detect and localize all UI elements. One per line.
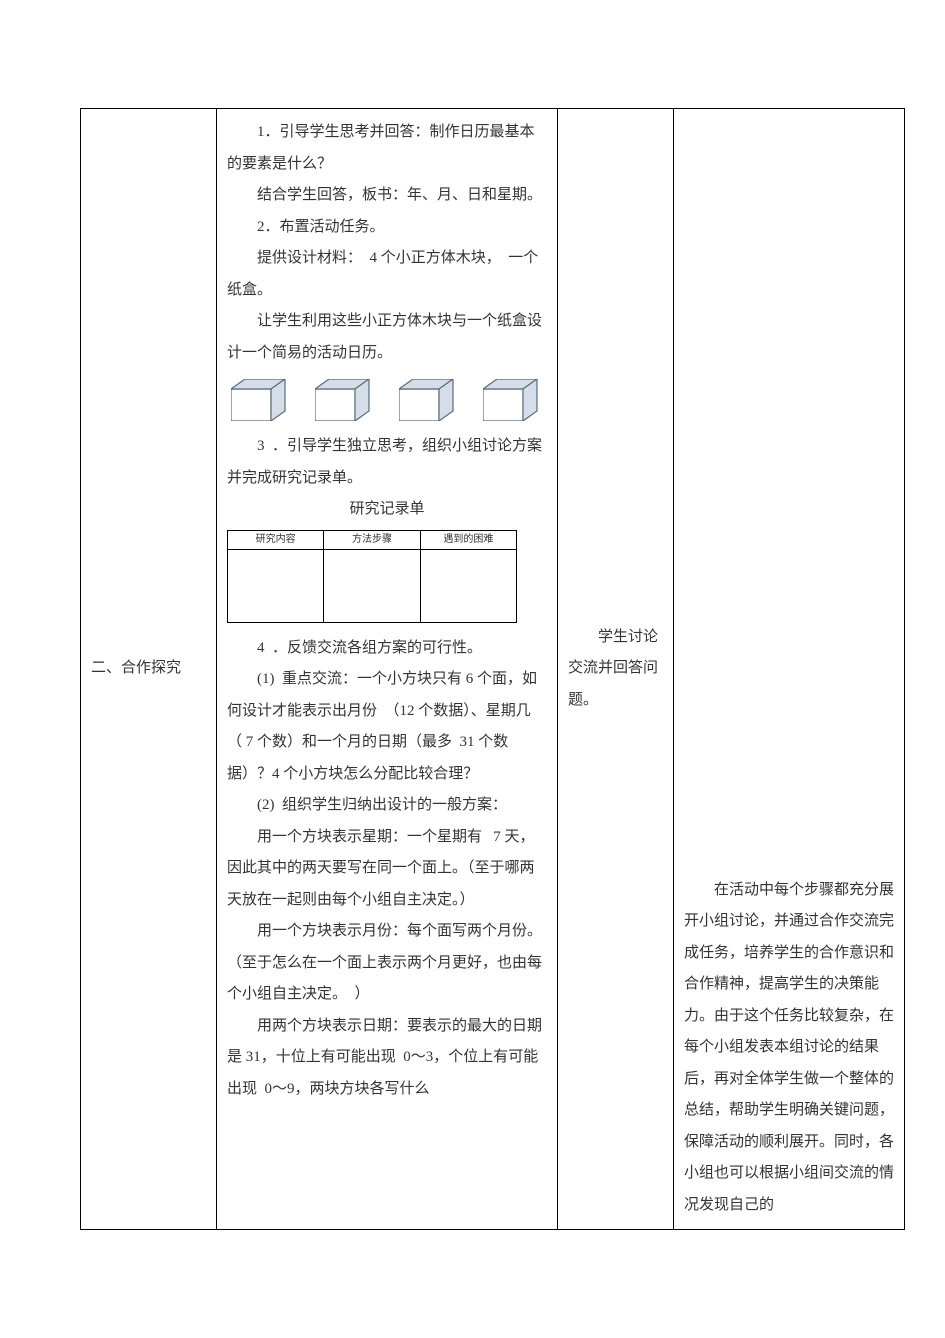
record-header: 研究内容: [228, 530, 324, 549]
intent-text: 在活动中每个步骤都充分展开小组讨论，并通过合作交流完成任务，培养学生的合作意识和…: [684, 875, 894, 1222]
teacher-p4: 提供设计材料： 4 个小正方体木块， 一个纸盒。: [227, 243, 547, 306]
teacher-p3: 2．布置活动任务。: [227, 212, 547, 244]
design-intent-cell: 在活动中每个步骤都充分展开小组讨论，并通过合作交流完成任务，培养学生的合作意识和…: [674, 109, 905, 1230]
record-header: 遇到的困难: [420, 530, 516, 549]
student-activity-cell: 学生讨论交流并回答问题。: [558, 109, 674, 1230]
teacher-p10: 用一个方块表示星期：一个星期有 7 天，因此其中的两天要写在同一个面上。（至于哪…: [227, 822, 547, 917]
teacher-p12: 用两个方块表示日期：要表示的最大的日期是 31，十位上有可能出现 0～3，个位上…: [227, 1011, 547, 1106]
cubes-illustration: [227, 369, 547, 431]
record-cell: [324, 549, 420, 622]
section-label: 二、合作探究: [91, 660, 181, 676]
teacher-p8: (1) 重点交流：一个小方块只有 6 个面，如何设计才能表示出月份 （12 个数…: [227, 664, 547, 790]
cube-icon: [231, 379, 289, 421]
teacher-p1: 1．引导学生思考并回答：制作日历最基本的要素是什么？: [227, 117, 547, 180]
teacher-p7: 4 ．反馈交流各组方案的可行性。: [227, 633, 547, 665]
cube-icon: [315, 379, 373, 421]
teacher-p6: 3 ．引导学生独立思考，组织小组讨论方案并完成研究记录单。: [227, 431, 547, 494]
lesson-plan-table: 二、合作探究 1．引导学生思考并回答：制作日历最基本的要素是什么？ 结合学生回答…: [80, 108, 905, 1230]
cube-icon: [399, 379, 457, 421]
research-record-table: 研究内容 方法步骤 遇到的困难: [227, 530, 517, 623]
student-text: 学生讨论交流并回答问题。: [568, 622, 663, 717]
section-cell: 二、合作探究: [81, 109, 217, 1230]
record-header: 方法步骤: [324, 530, 420, 549]
page: 二、合作探究 1．引导学生思考并回答：制作日历最基本的要素是什么？ 结合学生回答…: [0, 0, 945, 1338]
teacher-p5: 让学生利用这些小正方体木块与一个纸盒设计一个简易的活动日历。: [227, 306, 547, 369]
record-cell: [228, 549, 324, 622]
teacher-p2: 结合学生回答，板书：年、月、日和星期。: [227, 180, 547, 212]
record-title: 研究记录单: [227, 494, 547, 526]
teacher-p9: (2) 组织学生归纳出设计的一般方案：: [227, 790, 547, 822]
teacher-p11: 用一个方块表示月份：每个面写两个月份。（至于怎么在一个面上表示两个月更好，也由每…: [227, 916, 547, 1011]
teacher-activity-cell: 1．引导学生思考并回答：制作日历最基本的要素是什么？ 结合学生回答，板书：年、月…: [217, 109, 558, 1230]
cube-icon: [483, 379, 541, 421]
record-cell: [420, 549, 516, 622]
